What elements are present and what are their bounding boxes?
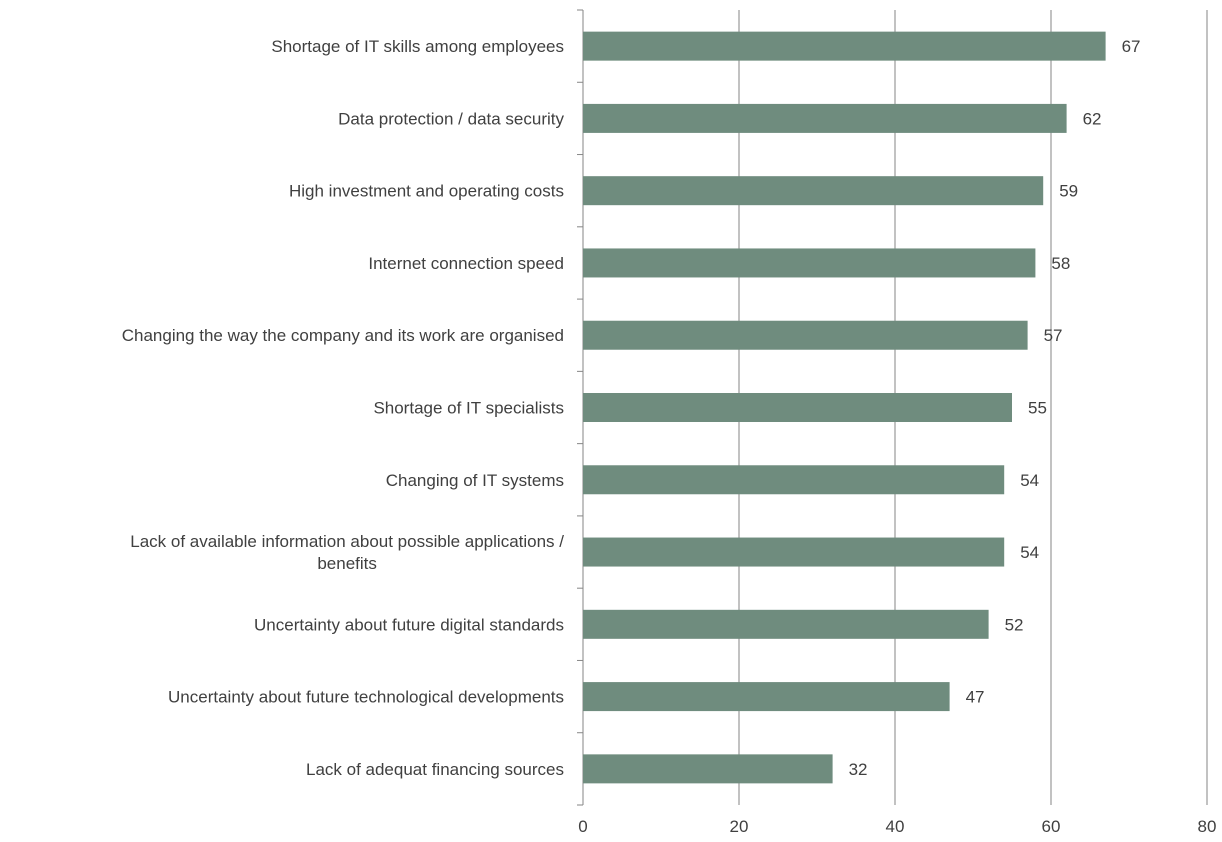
data-label: 54 — [1020, 471, 1039, 490]
data-label: 52 — [1005, 615, 1024, 634]
x-tick-label: 20 — [730, 817, 749, 836]
category-label: High investment and operating costs — [289, 182, 564, 201]
bar — [583, 537, 1005, 567]
x-tick-label: 60 — [1042, 817, 1061, 836]
bar — [583, 754, 833, 784]
x-tick-label: 40 — [886, 817, 905, 836]
data-label: 57 — [1044, 326, 1063, 345]
category-label: Data protection / data security — [338, 109, 564, 128]
x-tick-label: 80 — [1198, 817, 1217, 836]
bar — [583, 31, 1106, 61]
category-label: Changing of IT systems — [386, 471, 564, 490]
bar — [583, 176, 1044, 206]
category-label: Internet connection speed — [368, 254, 564, 273]
bar — [583, 393, 1012, 422]
bar — [583, 248, 1036, 278]
labels: 67 Shortage of IT skills among employees 6… — [122, 37, 1217, 836]
bar — [583, 682, 950, 712]
bar — [583, 465, 1005, 495]
bar — [583, 609, 989, 639]
category-axis — [577, 9, 584, 806]
data-label: 54 — [1020, 543, 1039, 562]
data-label: 32 — [849, 760, 868, 779]
category-label: Changing the way the company and its wor… — [122, 326, 564, 345]
data-label: 59 — [1059, 182, 1078, 201]
data-label: 62 — [1083, 109, 1102, 128]
data-label: 67 — [1122, 37, 1141, 56]
category-label: Lack of available information about poss… — [130, 532, 564, 573]
bar — [583, 320, 1028, 350]
bars — [583, 31, 1106, 784]
category-label: Lack of adequat financing sources — [306, 760, 564, 779]
category-label: Shortage of IT specialists — [373, 399, 564, 418]
bar — [583, 103, 1067, 133]
category-label: Uncertainty about future digital standar… — [254, 615, 564, 634]
category-label: Shortage of IT skills among employees — [271, 37, 564, 56]
category-label: Uncertainty about future technological d… — [168, 688, 564, 707]
data-label: 55 — [1028, 399, 1047, 418]
data-label: 58 — [1051, 254, 1070, 273]
x-tick-label: 0 — [578, 817, 587, 836]
data-label: 47 — [966, 688, 985, 707]
